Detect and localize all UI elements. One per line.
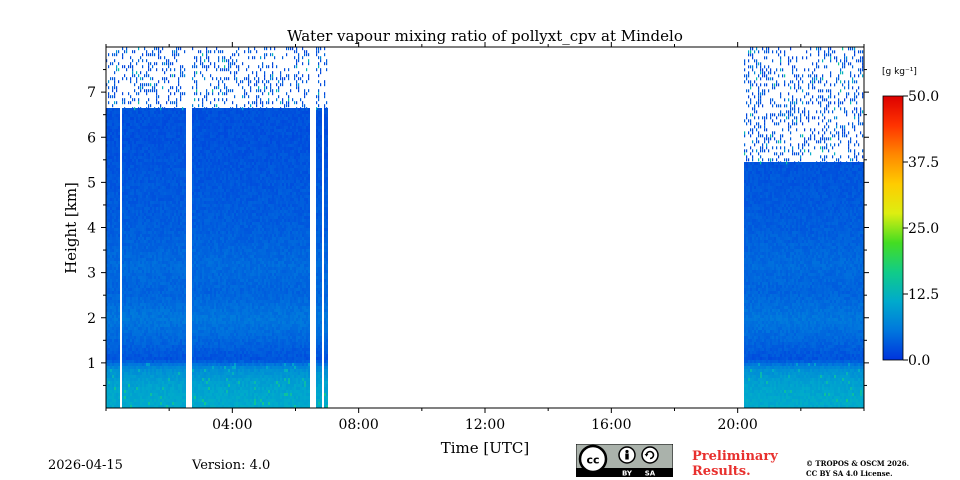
colorbar-unit-label: [g kg⁻¹] [882, 67, 917, 77]
y-tick-label: 2 [87, 311, 96, 327]
x-tick-label: 08:00 [338, 417, 378, 433]
colorbar-tick-label: 0.0 [908, 353, 930, 369]
colorbar-tick-label: 25.0 [908, 221, 939, 237]
footer-version: Version: 4.0 [192, 458, 271, 473]
chart-title: Water vapour mixing ratio of pollyxt_cpv… [287, 27, 683, 45]
x-tick-label: 04:00 [212, 417, 252, 433]
x-tick-label: 20:00 [717, 417, 757, 433]
y-tick-label: 6 [87, 130, 96, 146]
preliminary-line-2: Results. [692, 464, 751, 479]
colorbar [882, 95, 904, 361]
x-tick-label: 12:00 [465, 417, 505, 433]
colorbar-tick-label: 50.0 [908, 89, 939, 105]
heatmap-segment [744, 47, 864, 408]
copyright-notice: © TROPOS & OSCM 2026. CC BY SA 4.0 Licen… [806, 459, 909, 479]
footer-date: 2026-04-15 [48, 458, 123, 473]
y-tick-label: 3 [87, 266, 96, 282]
copyright-line-1: © TROPOS & OSCM 2026. [806, 459, 910, 468]
y-tick-label: 7 [87, 85, 96, 101]
badge-sa-label: SA [645, 470, 656, 478]
colorbar-tick-label: 12.5 [908, 287, 939, 303]
preliminary-line-1: Preliminary [692, 449, 778, 464]
y-tick-label: 5 [87, 175, 96, 191]
x-axis: 04:00 08:00 12:00 16:00 20:00 [105, 42, 865, 433]
badge-by-label: BY [622, 470, 633, 478]
y-tick-label: 4 [87, 221, 96, 237]
x-axis-label: Time [UTC] [441, 439, 530, 457]
colorbar-axis: 0.0 12.5 25.0 37.5 50.0 [903, 89, 939, 369]
cc-logo-text: cc [586, 454, 599, 467]
copyright-line-2: CC BY SA 4.0 License. [806, 469, 893, 478]
heatmap [106, 47, 864, 408]
cc-by-sa-license-badge: cc BY SA [576, 444, 673, 477]
preliminary-results-label: Preliminary Results. [692, 449, 778, 479]
heatmap-segment [106, 47, 328, 408]
y-axis: 1 2 3 4 5 6 7 [87, 69, 869, 386]
y-tick-label: 1 [87, 356, 96, 372]
share-alike-icon [641, 446, 659, 464]
colorbar-tick-label: 37.5 [908, 155, 939, 171]
cc-logo-icon [578, 444, 608, 474]
x-tick-label: 16:00 [591, 417, 631, 433]
y-axis-label: Height [km] [62, 182, 80, 274]
